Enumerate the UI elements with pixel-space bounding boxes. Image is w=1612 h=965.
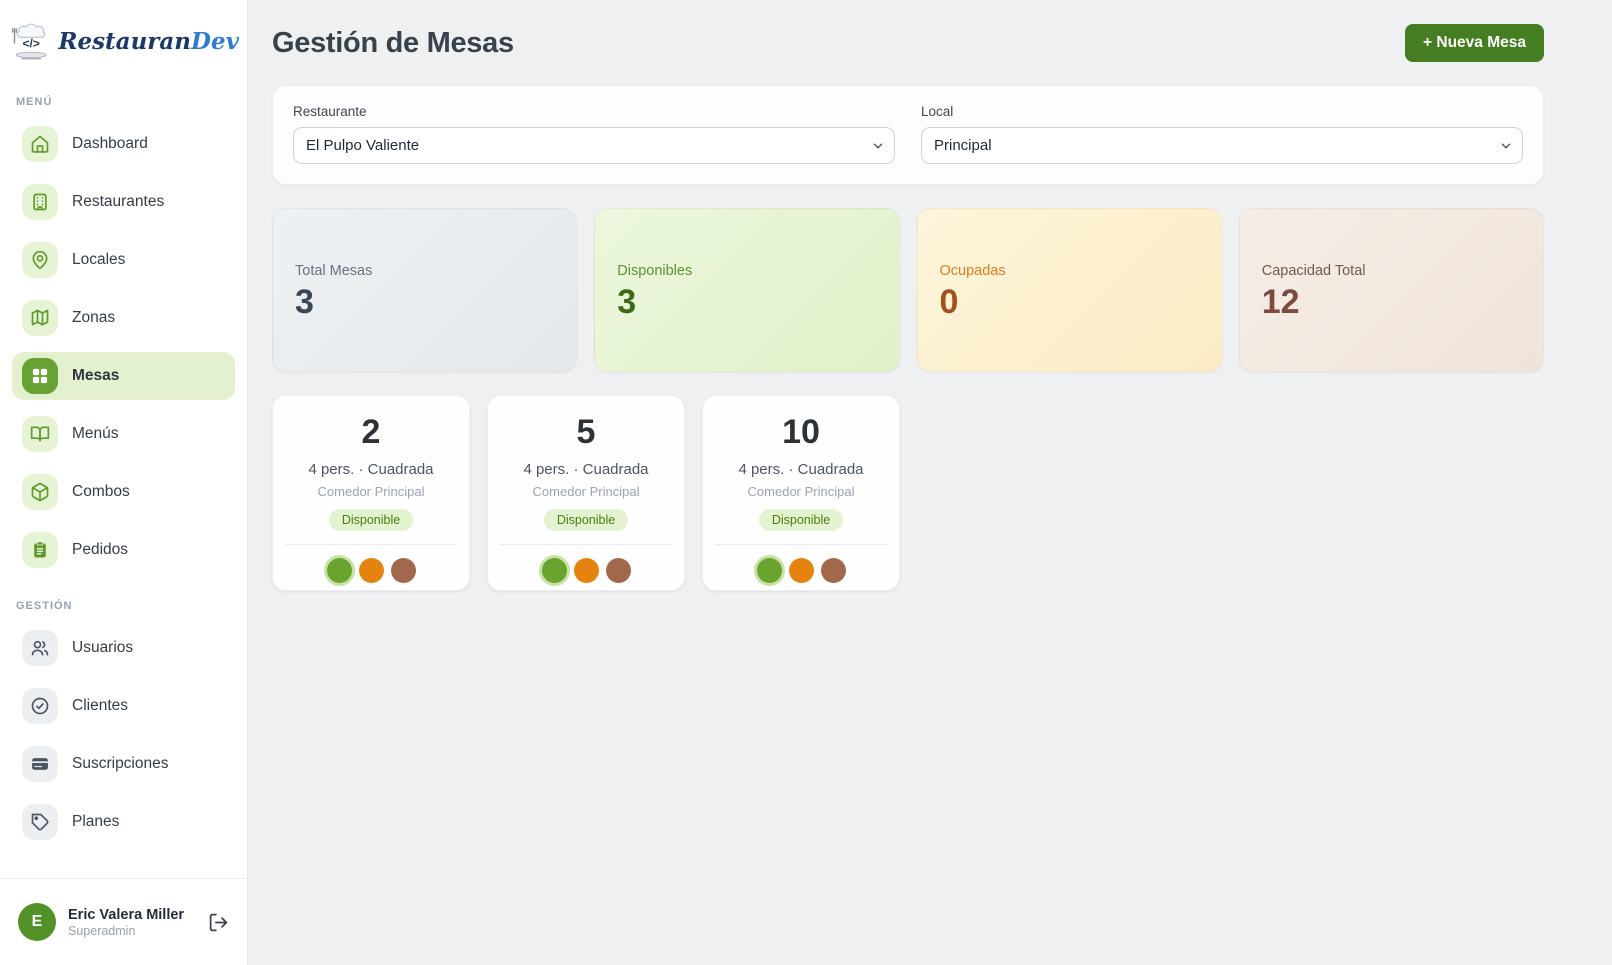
restaurant-label: Restaurante [293,104,367,119]
stat-value: 3 [617,283,637,321]
restaurant-select[interactable]: El Pulpo Valiente [293,127,895,164]
status-dot-orange[interactable] [788,558,814,584]
building-icon [22,184,58,220]
status-dot-orange[interactable] [358,558,384,584]
status-dot-green[interactable] [756,558,782,584]
table-details: 4 pers. · Cuadrada [523,461,649,479]
table-number: 10 [782,413,820,451]
status-badge: Disponible [758,509,844,532]
sidebar-item-planes[interactable]: Planes [12,798,235,846]
divider [285,544,457,546]
logo-code-glyph: </> [23,37,40,51]
filter-panel: Restaurante El Pulpo Valiente Local Prin… [272,85,1544,185]
stat-value: 12 [1261,283,1300,321]
stat-card-total-mesas: Total Mesas 3 [272,208,578,372]
map-pin-icon [22,242,58,278]
stat-label: Capacidad Total [1261,263,1366,279]
table-details: 4 pers. · Cuadrada [308,461,434,479]
status-badge: Disponible [328,509,414,532]
stat-label: Total Mesas [295,263,373,279]
sidebar-item-dashboard[interactable]: Dashboard [12,120,235,168]
stat-label: Disponibles [617,263,693,279]
user-name: Eric Valera Miller [68,906,185,923]
avatar: E [18,903,56,941]
table-status-dots [488,558,684,584]
stat-value: 3 [295,283,314,321]
restaurant-filter: Restaurante El Pulpo Valiente [293,104,895,164]
status-dot-brown[interactable] [605,558,631,584]
new-table-button[interactable]: + Nueva Mesa [1405,24,1544,62]
chef-hat-code-icon: </> [11,23,47,60]
stat-value: 0 [939,283,959,321]
sidebar: </> RestauranDev MENÚ Dashboard Restaura… [0,0,248,965]
sidebar-item-mesas[interactable]: Mesas [12,352,235,400]
sidebar-item-combos[interactable]: Combos [12,468,235,516]
credit-card-icon [22,746,58,782]
page-header: Gestión de Mesas + Nueva Mesa [272,24,1544,62]
map-icon [22,300,58,336]
sidebar-item-pedidos[interactable]: Pedidos [12,526,235,574]
status-dot-green[interactable] [326,558,352,584]
user-profile: E Eric Valera Miller Superadmin [0,878,247,965]
grid-icon [22,358,58,394]
table-card[interactable]: 10 4 pers. · Cuadrada Comedor Principal … [702,395,900,591]
clipboard-icon [22,532,58,568]
user-role: Superadmin [68,924,136,939]
divider [500,544,672,546]
sidebar-item-locales[interactable]: Locales [12,236,235,284]
table-number: 5 [576,413,596,451]
table-card[interactable]: 2 4 pers. · Cuadrada Comedor Principal D… [272,395,470,591]
table-zone: Comedor Principal [747,484,855,500]
stat-label: Ocupadas [939,263,1006,279]
sidebar-item-clientes[interactable]: Clientes [12,682,235,730]
brand-name: RestauranDev [58,27,239,55]
table-card[interactable]: 5 4 pers. · Cuadrada Comedor Principal D… [487,395,685,591]
status-dot-orange[interactable] [573,558,599,584]
sidebar-item-restaurantes[interactable]: Restaurantes [12,178,235,226]
stat-card-disponibles: Disponibles 3 [594,208,900,372]
status-badge: Disponible [543,509,629,532]
logout-icon[interactable] [208,912,229,933]
book-open-icon [22,416,58,452]
section-label-menu: MENÚ [16,96,53,108]
table-zone: Comedor Principal [317,484,425,500]
sidebar-nav: MENÚ Dashboard Restaurantes Locales Zona… [0,70,247,878]
check-circle-icon [22,688,58,724]
cube-icon [22,474,58,510]
sidebar-item-menus[interactable]: Menús [12,410,235,458]
table-details: 4 pers. · Cuadrada [738,461,864,479]
section-label-gestion: GESTIÓN [16,600,73,612]
stat-card-ocupadas: Ocupadas 0 [916,208,1222,372]
table-zone: Comedor Principal [532,484,640,500]
page-title: Gestión de Mesas [272,26,514,59]
sidebar-item-zonas[interactable]: Zonas [12,294,235,342]
status-dot-brown[interactable] [390,558,416,584]
sidebar-item-suscripciones[interactable]: Suscripciones [12,740,235,788]
local-filter: Local Principal [921,104,1523,164]
home-icon [22,126,58,162]
stats-row: Total Mesas 3 Disponibles 3 Ocupadas 0 C… [272,208,1544,372]
main-content: Gestión de Mesas + Nueva Mesa Restaurant… [248,0,1612,965]
table-status-dots [273,558,469,584]
status-dot-green[interactable] [541,558,567,584]
status-dot-brown[interactable] [820,558,846,584]
divider [715,544,887,546]
sidebar-item-usuarios[interactable]: Usuarios [12,624,235,672]
local-select[interactable]: Principal [921,127,1523,164]
table-number: 2 [361,413,381,451]
users-icon [22,630,58,666]
table-status-dots [703,558,899,584]
app-logo[interactable]: </> RestauranDev [0,0,247,70]
tag-icon [22,804,58,840]
local-label: Local [921,104,954,119]
stat-card-capacidad-total: Capacidad Total 12 [1238,208,1544,372]
tables-grid: 2 4 pers. · Cuadrada Comedor Principal D… [272,395,1544,591]
